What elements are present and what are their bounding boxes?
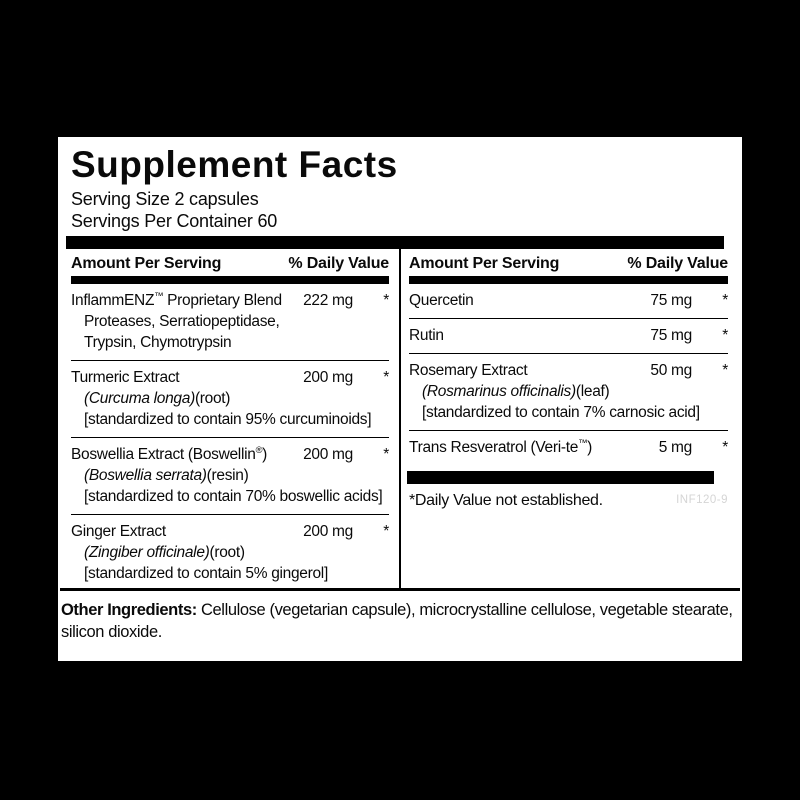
daily-value-asterisk: *: [383, 369, 389, 386]
ingredient-name: Boswellia Extract (Boswellin®): [71, 444, 267, 463]
table-row: InflammENZ™ Proprietary Blend 222 mg * Prot…: [71, 284, 389, 360]
daily-value-asterisk: *: [383, 446, 389, 463]
header-divider-bar: [409, 276, 728, 284]
subline-text: (resin): [206, 467, 249, 484]
ingredient-main-line: Turmeric Extract 200 mg *: [71, 367, 389, 388]
botanical-name: (Curcuma longa): [84, 390, 195, 407]
footnote-row: *Daily Value not established. INF120-9: [409, 490, 728, 511]
daily-value-asterisk: *: [722, 362, 728, 379]
column-header-daily-value: % Daily Value: [288, 255, 389, 272]
ingredient-rows-right: Quercetin 75 mg * Rutin 75 mg * Rosemary Extra…: [409, 284, 728, 465]
header-divider-bar: [71, 276, 389, 284]
amount-value: 75 mg: [650, 327, 692, 344]
supplement-facts-panel: Supplement Facts Serving Size 2 capsules…: [57, 136, 743, 662]
subline-text: [standardized to contain 70% boswellic a…: [84, 488, 383, 505]
table-row: Turmeric Extract 200 mg * (Curcuma longa)(r…: [71, 360, 389, 437]
product-code: INF120-9: [676, 494, 728, 506]
ingredient-name: Ginger Extract: [71, 523, 166, 540]
subline-text: Proteases, Serratiopeptidase,: [84, 313, 280, 330]
servings-per-container: Servings Per Container 60: [71, 211, 278, 231]
other-ingredients: Other Ingredients: Cellulose (vegetarian…: [61, 599, 734, 643]
daily-value-asterisk: *: [722, 292, 728, 309]
ingredient-main-line: Ginger Extract 200 mg *: [71, 521, 389, 542]
subline-text: [standardized to contain 7% carnosic aci…: [422, 404, 700, 421]
daily-value-asterisk: *: [383, 523, 389, 540]
daily-value-footnote: *Daily Value not established.: [409, 492, 603, 509]
ingredient-rows-left: InflammENZ™ Proprietary Blend 222 mg * Prot…: [71, 284, 389, 591]
ingredient-subline: Proteases, Serratiopeptidase,: [71, 311, 389, 332]
table-row: Quercetin 75 mg *: [409, 284, 728, 318]
ingredient-subline: [standardized to contain 5% gingerol]: [71, 563, 389, 584]
botanical-name: (Rosmarinus officinalis): [422, 383, 576, 400]
facts-column-left: Amount Per Serving % Daily Value Inflamm…: [60, 249, 399, 588]
facts-column-right: Amount Per Serving % Daily Value Quercet…: [401, 249, 740, 588]
ingredient-subline: Trypsin, Chymotrypsin: [71, 332, 389, 353]
divider-bar-top: [66, 236, 724, 249]
serving-size: Serving Size 2 capsules: [71, 189, 259, 209]
page-title: Supplement Facts: [71, 144, 398, 185]
ingredient-subline: (Rosmarinus officinalis)(leaf): [409, 381, 728, 402]
ingredient-main-line: Quercetin 75 mg *: [409, 290, 728, 311]
panel-header: Supplement Facts Serving Size 2 capsules…: [58, 145, 742, 232]
ingredient-name: Rosemary Extract: [409, 362, 528, 379]
subline-text: (root): [194, 390, 231, 407]
column-divider: [399, 249, 401, 588]
ingredient-subline: [standardized to contain 70% boswellic a…: [71, 486, 389, 507]
ingredient-name: Rutin: [409, 327, 444, 344]
ingredient-main-line: InflammENZ™ Proprietary Blend 222 mg *: [71, 290, 389, 311]
table-row: Rutin 75 mg *: [409, 318, 728, 353]
amount-value: 200 mg: [303, 369, 353, 386]
amount-value: 50 mg: [650, 362, 692, 379]
ingredient-name: InflammENZ™ Proprietary Blend: [71, 290, 282, 309]
ingredient-name: Turmeric Extract: [71, 369, 180, 386]
column-header: Amount Per Serving % Daily Value: [409, 249, 728, 274]
column-header-amount: Amount Per Serving: [409, 255, 560, 272]
ingredient-name: Trans Resveratrol (Veri-te™): [409, 437, 592, 456]
amount-value: 200 mg: [303, 523, 353, 540]
daily-value-asterisk: *: [722, 439, 728, 456]
column-header-daily-value: % Daily Value: [627, 255, 728, 272]
amount-value: 200 mg: [303, 446, 353, 463]
amount-value: 75 mg: [650, 292, 692, 309]
ingredient-main-line: Trans Resveratrol (Veri-te™) 5 mg *: [409, 437, 728, 458]
facts-table: Amount Per Serving % Daily Value Inflamm…: [60, 249, 740, 591]
amount-value: 5 mg: [658, 439, 693, 456]
amount-value: 222 mg: [303, 292, 353, 309]
other-ingredients-text: Cellulose (vegetarian capsule), microcry…: [61, 601, 733, 641]
botanical-name: (Boswellia serrata): [84, 467, 207, 484]
table-row: Trans Resveratrol (Veri-te™) 5 mg *: [409, 430, 728, 465]
ingredient-subline: [standardized to contain 7% carnosic aci…: [409, 402, 728, 423]
subline-text: [standardized to contain 5% gingerol]: [84, 565, 328, 582]
ingredient-main-line: Boswellia Extract (Boswellin®) 200 mg *: [71, 444, 389, 465]
botanical-name: (Zingiber officinale): [84, 544, 210, 561]
column-header-amount: Amount Per Serving: [71, 255, 222, 272]
daily-value-asterisk: *: [383, 292, 389, 309]
table-row: Rosemary Extract 50 mg * (Rosmarinus offici…: [409, 353, 728, 430]
subline-text: (root): [209, 544, 246, 561]
subline-text: Trypsin, Chymotrypsin: [84, 334, 232, 351]
subline-text: [standardized to contain 95% curcuminoid…: [84, 411, 372, 428]
ingredient-subline: (Boswellia serrata)(resin): [71, 465, 389, 486]
ingredient-subline: (Zingiber officinale)(root): [71, 542, 389, 563]
daily-value-asterisk: *: [722, 327, 728, 344]
subline-text: (leaf): [575, 383, 610, 400]
ingredient-main-line: Rutin 75 mg *: [409, 325, 728, 346]
column-header: Amount Per Serving % Daily Value: [71, 249, 389, 274]
other-ingredients-label: Other Ingredients:: [61, 601, 197, 619]
ingredient-main-line: Rosemary Extract 50 mg *: [409, 360, 728, 381]
ingredient-subline: [standardized to contain 95% curcuminoid…: [71, 409, 389, 430]
ingredient-subline: (Curcuma longa)(root): [71, 388, 389, 409]
table-row: Boswellia Extract (Boswellin®) 200 mg * (Bo…: [71, 437, 389, 514]
ingredient-name: Quercetin: [409, 292, 474, 309]
divider-bar-footnote: [407, 471, 714, 484]
table-row: Ginger Extract 200 mg * (Zingiber officinal…: [71, 514, 389, 591]
